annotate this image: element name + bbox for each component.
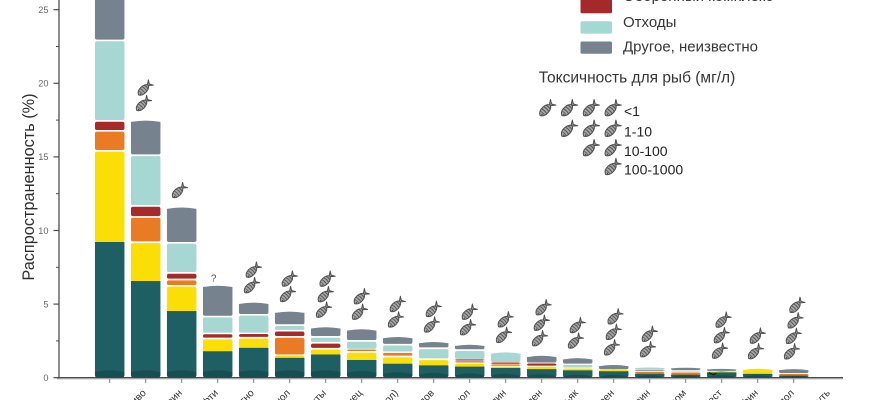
svg-text:Распространенность (%): Распространенность (%): [20, 93, 38, 280]
svg-text:100-1000: 100-1000: [624, 162, 683, 178]
svg-text:<1: <1: [624, 103, 640, 119]
svg-text:?: ?: [211, 274, 217, 285]
svg-text:10: 10: [38, 226, 48, 236]
svg-text:5: 5: [43, 299, 48, 309]
svg-text:Отходы: Отходы: [623, 14, 676, 31]
svg-text:15: 15: [38, 152, 48, 162]
svg-text:0: 0: [43, 373, 48, 383]
svg-text:1-10: 1-10: [624, 124, 652, 140]
svg-text:25: 25: [38, 5, 48, 15]
svg-text:20: 20: [38, 79, 48, 89]
svg-text:Токсичность для рыб (мг/л): Токсичность для рыб (мг/л): [539, 70, 735, 87]
svg-text:Другое, неизвестно: Другое, неизвестно: [623, 39, 758, 56]
svg-text:Оборонный комплекс: Оборонный комплекс: [623, 0, 774, 5]
svg-text:10-100: 10-100: [624, 143, 668, 159]
